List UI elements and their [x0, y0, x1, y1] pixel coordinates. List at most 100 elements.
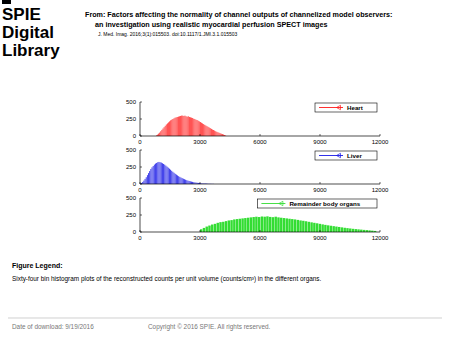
histogram-bar [171, 120, 173, 136]
y-tick-label: 250 [126, 164, 137, 170]
histogram-bar [177, 175, 179, 184]
histogram-bar [360, 230, 362, 232]
histogram-bar [170, 170, 172, 184]
panel: 0300060009000120000250500Liver [126, 147, 389, 193]
histogram-bar [191, 182, 193, 184]
x-tick-label: 6000 [253, 139, 267, 145]
histogram-bar [214, 131, 216, 136]
histogram-bar [207, 127, 209, 136]
y-tick-label: 500 [126, 99, 137, 105]
histogram-bar [346, 228, 348, 232]
histogram-bar [244, 218, 246, 232]
histogram-bar [277, 217, 279, 232]
histogram-bar [182, 179, 184, 184]
histogram-bar [217, 132, 219, 136]
histogram-bar [241, 218, 243, 232]
footer-rule [8, 318, 442, 319]
y-tick [140, 232, 142, 233]
histogram-bar [201, 123, 203, 136]
x-tick [320, 230, 321, 232]
legend-line [319, 155, 343, 156]
histogram-bar [148, 173, 150, 184]
histogram-bar [206, 126, 208, 136]
histogram-bar [172, 172, 174, 184]
histogram-bar [258, 217, 260, 232]
logo-bar [2, 0, 11, 4]
histogram-bar [280, 218, 282, 232]
histogram-bar [263, 217, 265, 232]
histogram-bar [269, 217, 271, 232]
histogram-bar [173, 173, 175, 184]
citation: J. Med. Imag. 2016;3(1):015503. doi:10.1… [98, 31, 238, 37]
histogram-bar [184, 116, 186, 136]
histogram-bar [316, 223, 318, 232]
histogram-bar [349, 228, 351, 232]
x-tick-label: 0 [138, 187, 142, 193]
x-tick-label: 6000 [253, 187, 267, 193]
x-tick-label: 0 [138, 139, 142, 145]
histogram-bar [216, 132, 218, 136]
source-title: an investigation using realistic myocard… [95, 20, 327, 29]
y-tick [140, 198, 142, 199]
legend-label: Remainder body organs [289, 200, 360, 207]
histogram-bar [202, 123, 204, 136]
legend-line [261, 203, 285, 204]
x-tick [260, 230, 261, 232]
histogram-bar [171, 171, 173, 184]
histogram-bar [291, 219, 293, 232]
histogram-bar [215, 131, 217, 136]
histogram-bar [233, 219, 235, 232]
histogram-bar [211, 225, 213, 232]
x-tick-label: 12000 [372, 139, 389, 145]
histogram-bar [160, 131, 162, 136]
x-tick [380, 230, 381, 232]
legend-label: Heart [347, 104, 363, 111]
legend-box [315, 103, 377, 112]
histogram-bar [209, 128, 211, 136]
histogram-bar [338, 227, 340, 232]
histogram-bar [283, 218, 285, 232]
histogram-bar [341, 227, 343, 232]
histogram-bar [272, 217, 274, 232]
histogram-bar [189, 181, 191, 184]
source-title: From: Factors affecting the normality of… [85, 10, 393, 19]
logo-text: Digital [2, 23, 54, 42]
histogram-bar [247, 218, 249, 232]
x-tick [380, 182, 381, 184]
histogram-bar [212, 130, 214, 136]
histogram-bar [167, 123, 169, 136]
y-tick-label: 0 [133, 229, 137, 235]
legend: Remainder body organs [257, 199, 377, 208]
x-tick [320, 134, 321, 136]
histogram-bar [219, 133, 221, 136]
histogram-bar [230, 220, 232, 232]
histogram-bar [198, 121, 200, 136]
histogram-bar [170, 120, 172, 136]
histogram-bar [144, 179, 146, 184]
histogram-bar [187, 181, 189, 184]
logo-text: SPIE [2, 5, 41, 24]
histogram-bar [217, 223, 219, 232]
histogram-bar [294, 219, 296, 232]
histogram-bar [357, 229, 359, 232]
x-tick-label: 12000 [372, 235, 389, 241]
x-tick [380, 134, 381, 136]
x-tick-label: 0 [138, 235, 142, 241]
histogram-bar [250, 217, 252, 232]
histogram-bar [297, 220, 299, 232]
histogram-bar [186, 180, 188, 184]
histogram-bar [169, 169, 171, 184]
histogram-bar [163, 164, 165, 184]
histogram-bar [204, 125, 206, 136]
histogram-bar [169, 121, 171, 136]
histogram-bar [164, 165, 166, 184]
y-tick [140, 184, 142, 185]
histogram-bar [161, 130, 163, 136]
histogram-bar [184, 179, 186, 184]
histogram-bar [208, 128, 210, 137]
histogram-bar [275, 217, 277, 232]
histogram-bar [302, 221, 304, 232]
histogram-bar [175, 117, 177, 136]
y-tick-label: 0 [133, 133, 137, 139]
histogram-bar [150, 169, 152, 184]
